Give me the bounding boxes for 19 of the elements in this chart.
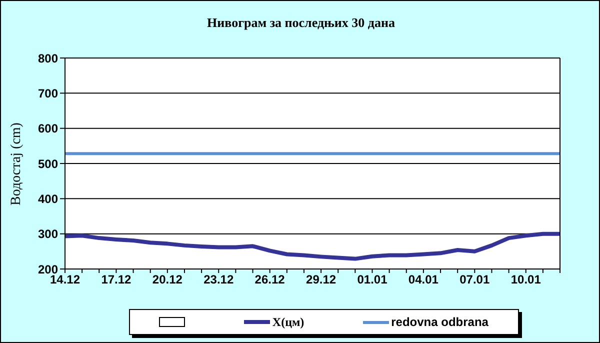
x-tick-label: 23.12 xyxy=(204,272,234,287)
x-tick-label: 07.01 xyxy=(460,272,490,287)
y-tick-label: 500 xyxy=(38,156,58,171)
chart-title: Нивограм за последњих 30 дана xyxy=(206,15,396,31)
y-axis-title: Водостај (cm) xyxy=(9,122,25,206)
y-tick-label: 600 xyxy=(38,122,58,136)
x-tick-label: 29.12 xyxy=(306,272,336,287)
x-tick-label: 10.01 xyxy=(510,272,542,287)
y-tick-label: 800 xyxy=(38,51,58,66)
x-tick-label: 17.12 xyxy=(101,272,132,287)
y-tick-label: 300 xyxy=(38,227,58,242)
y-tick-label: 400 xyxy=(38,192,58,206)
y-tick-label: 700 xyxy=(38,86,58,100)
x-tick-label: 26.12 xyxy=(254,272,286,287)
x-tick-label: 01.01 xyxy=(357,272,388,287)
x-tick-label: 04.01 xyxy=(408,272,439,287)
legend-label: redovna odbrana xyxy=(391,315,488,329)
x-tick-label: 20.12 xyxy=(152,272,183,287)
legend-label: X(цм) xyxy=(272,314,304,330)
